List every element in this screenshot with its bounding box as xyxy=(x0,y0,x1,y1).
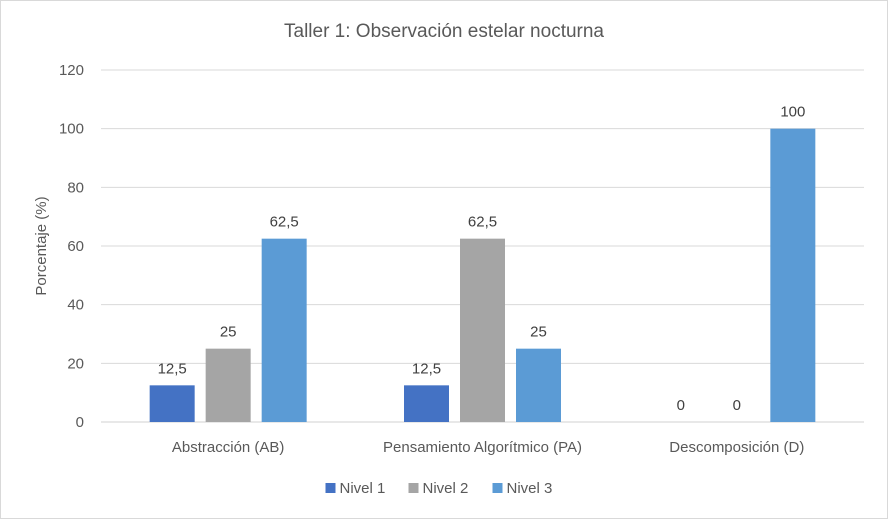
y-tick-labels: 0 20 40 60 80 100 120 xyxy=(59,62,84,431)
legend-label-1: Nivel 1 xyxy=(340,480,386,497)
y-tick-label-20: 20 xyxy=(67,355,84,372)
legend-swatch-1 xyxy=(325,483,336,493)
legend: Nivel 1 Nivel 2 Nivel 3 xyxy=(325,480,553,497)
data-label-2-2: 62,5 xyxy=(468,214,497,231)
legend-label-2: Nivel 2 xyxy=(423,480,469,497)
data-label-1-2: 12,5 xyxy=(412,360,441,377)
data-label-3-2: 25 xyxy=(530,324,547,341)
y-tick-label-60: 60 xyxy=(67,238,84,255)
data-labels: 12,5 25 62,5 12,5 62,5 25 0 0 100 xyxy=(158,104,806,414)
bar-2-2 xyxy=(460,238,505,422)
legend-swatch-3 xyxy=(492,483,503,493)
bar-3-1 xyxy=(261,238,307,422)
bar-3-3 xyxy=(770,128,816,422)
data-label-2-3: 0 xyxy=(733,397,741,414)
bar-1-2 xyxy=(404,385,449,422)
data-label-1-3: 0 xyxy=(677,397,685,414)
data-label-3-1: 62,5 xyxy=(270,214,299,231)
y-tick-label-40: 40 xyxy=(67,297,84,314)
data-label-2-1: 25 xyxy=(220,324,237,341)
bar-2-1 xyxy=(205,348,251,422)
category-label-3: Descomposición (D) xyxy=(669,439,804,456)
category-label-1: Abstracción (AB) xyxy=(172,439,285,456)
y-axis-label: Porcentaje (%) xyxy=(33,196,50,295)
bars xyxy=(149,128,816,422)
y-tick-label-100: 100 xyxy=(59,121,84,138)
category-label-2: Pensamiento Algorítmico (PA) xyxy=(383,439,582,456)
chart-title: Taller 1: Observación estelar nocturna xyxy=(284,21,604,42)
bar-3-2 xyxy=(516,348,561,422)
y-tick-label-0: 0 xyxy=(76,414,84,431)
data-label-1-1: 12,5 xyxy=(158,360,187,377)
y-tick-label-120: 120 xyxy=(59,62,84,79)
data-label-3-3: 100 xyxy=(780,104,805,121)
y-tick-label-80: 80 xyxy=(67,179,84,196)
category-labels: Abstracción (AB) Pensamiento Algorítmico … xyxy=(172,439,804,456)
legend-label-3: Nivel 3 xyxy=(507,480,553,497)
legend-swatch-2 xyxy=(408,483,419,493)
bar-1-1 xyxy=(149,385,195,422)
